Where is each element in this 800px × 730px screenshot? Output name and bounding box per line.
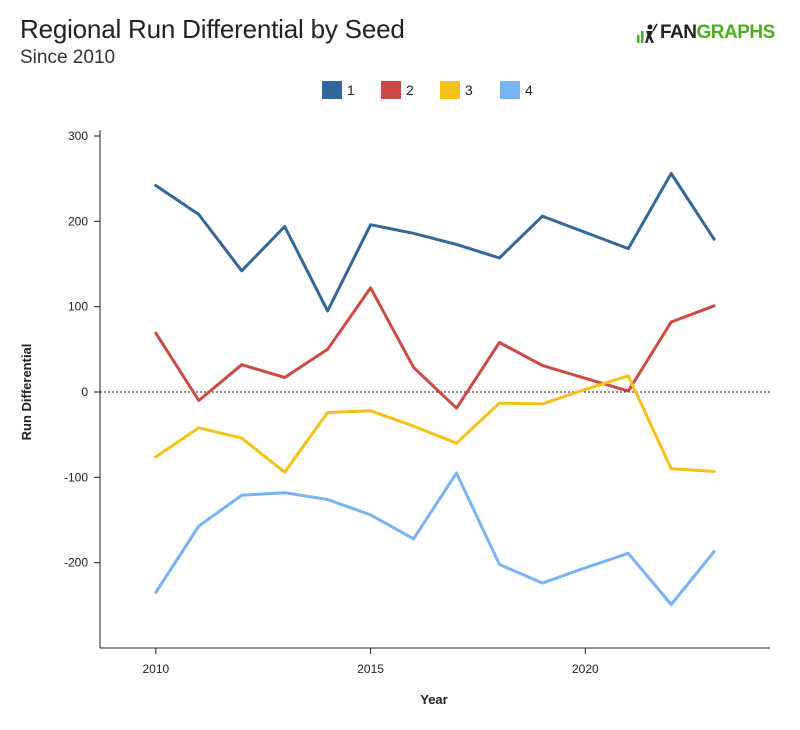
legend-swatch-3 — [440, 81, 460, 99]
series-line-4 — [154, 471, 716, 606]
logo-wordmark: FANGRAPHS — [660, 22, 775, 44]
fangraphs-batter-logo-icon — [637, 23, 658, 43]
y-tick-label: 300 — [68, 129, 88, 143]
chart-legend: 1 2 3 4 — [322, 81, 533, 99]
legend-label-4: 4 — [525, 82, 533, 98]
legend-swatch-1 — [322, 81, 342, 99]
series-line-2 — [154, 286, 716, 410]
logo-text-graphs: GRAPHS — [696, 22, 776, 43]
y-tick-label: 0 — [81, 385, 88, 399]
chart-subtitle: Since 2010 — [20, 47, 116, 68]
y-tick-label: -200 — [64, 556, 88, 570]
legend-swatch-2 — [381, 81, 401, 99]
y-tick-label: -100 — [64, 470, 88, 484]
legend-label-2: 2 — [406, 82, 414, 98]
chart-title: Regional Run Differential by Seed — [20, 14, 405, 44]
logo-text-fan: FAN — [660, 22, 697, 43]
chart-series-lines — [154, 172, 716, 606]
legend-swatch-4 — [500, 81, 520, 99]
y-tick-label: 200 — [68, 214, 88, 228]
fangraphs-logo[interactable]: FANGRAPHS — [636, 20, 775, 46]
y-tick-label: 100 — [68, 300, 88, 314]
x-tick-label: 2010 — [142, 662, 169, 676]
legend-label-1: 1 — [347, 82, 355, 98]
series-line-1 — [154, 172, 716, 313]
x-tick-label: 2015 — [357, 662, 384, 676]
legend-label-3: 3 — [465, 82, 473, 98]
y-axis-title: Run Differential — [19, 344, 34, 441]
x-tick-label: 2020 — [572, 662, 599, 676]
series-line-3 — [154, 374, 716, 474]
chart-axes: 300 200 100 0 -100 -200 2010 2015 2020 — [64, 129, 770, 676]
x-axis-title: Year — [420, 692, 447, 707]
